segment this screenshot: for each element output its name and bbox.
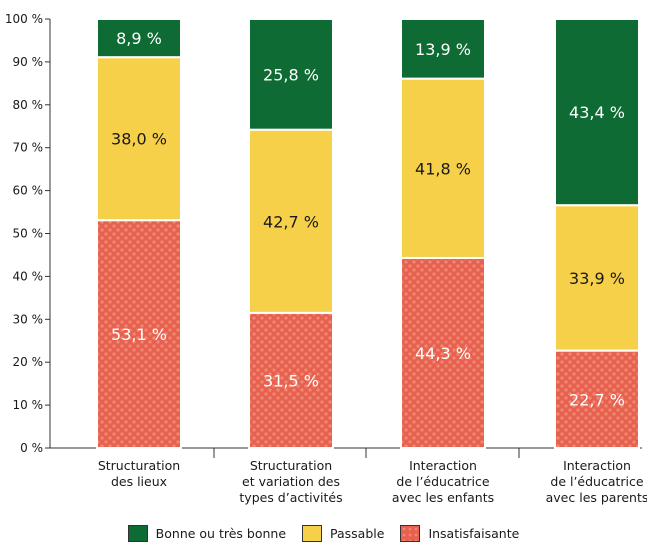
category-label: des lieux: [111, 474, 167, 489]
data-label: 38,0 %: [111, 130, 167, 149]
legend-item: Insatisfaisante: [400, 524, 520, 542]
category-label: avec les enfants: [392, 490, 494, 505]
category-label: Structuration: [250, 458, 332, 473]
category-label: avec les parents: [546, 490, 647, 505]
y-tick-label: 90 %: [13, 55, 44, 69]
axes: 0 % 10 % 20 % 30 % 40 % 50 % 60 % 70 % 80 % 90 % 1…: [5, 12, 642, 458]
bars: [96, 18, 640, 450]
legend-swatch: [127, 524, 148, 542]
category-label: et variation des: [242, 474, 340, 489]
bar-segment: [96, 18, 182, 59]
legend-item: Passable: [302, 524, 385, 542]
legend-label: Bonne ou très bonne: [155, 525, 287, 541]
stacked-bar-chart: 0 % 10 % 20 % 30 % 40 % 50 % 60 % 70 % 80 % 90 % 1…: [5, 12, 647, 505]
y-tick-label: 50 %: [13, 227, 44, 241]
data-label: 53,1 %: [111, 325, 167, 344]
category-label: types d’activités: [239, 490, 342, 505]
bar-segment: [248, 128, 334, 314]
y-tick-label: 60 %: [13, 184, 44, 198]
bar-segment: [248, 311, 334, 449]
legend-label: Passable: [330, 525, 385, 541]
y-tick-label: 70 %: [13, 141, 44, 155]
data-label: 44,3 %: [415, 344, 471, 363]
data-label: 22,7 %: [569, 390, 625, 409]
data-label: 13,9 %: [415, 40, 471, 59]
y-tick-label: 30 %: [13, 312, 44, 326]
category-label: de l’éducatrice: [550, 474, 644, 489]
category-label: de l’éducatrice: [396, 474, 490, 489]
legend-item: Bonne ou très bonne: [127, 524, 287, 542]
data-label: 31,5 %: [263, 371, 319, 390]
legend-label: Insatisfaisante: [428, 525, 520, 541]
category-label: Interaction: [409, 458, 477, 473]
y-tick-label: 20 %: [13, 355, 44, 369]
category-label: Structuration: [98, 458, 180, 473]
bar-segment: [554, 204, 640, 352]
data-label: 42,7 %: [263, 212, 319, 231]
data-label: 41,8 %: [415, 159, 471, 178]
bar-segment: [96, 56, 182, 222]
data-label: 43,4 %: [569, 103, 625, 122]
bar-segment: [248, 18, 334, 131]
bar-segment: [96, 219, 182, 449]
bar-segment: [400, 77, 486, 259]
bar-segment: [400, 18, 486, 80]
data-label: 33,9 %: [569, 269, 625, 288]
y-tick-label: 0 %: [20, 441, 43, 455]
y-tick-label: 40 %: [13, 269, 44, 283]
y-tick-label: 100 %: [5, 12, 43, 26]
data-label: 25,8 %: [263, 65, 319, 84]
category-label: Interaction: [563, 458, 631, 473]
bar-segment: [554, 18, 640, 207]
bar-segment: [554, 349, 640, 450]
y-tick-label: 80 %: [13, 98, 44, 112]
data-label: 8,9 %: [116, 29, 162, 48]
legend-swatch: [302, 524, 323, 542]
legend: Bonne ou très bonne Passable Insatisfaisan…: [0, 522, 647, 544]
legend-swatch: [400, 524, 421, 542]
y-tick-label: 10 %: [13, 398, 44, 412]
